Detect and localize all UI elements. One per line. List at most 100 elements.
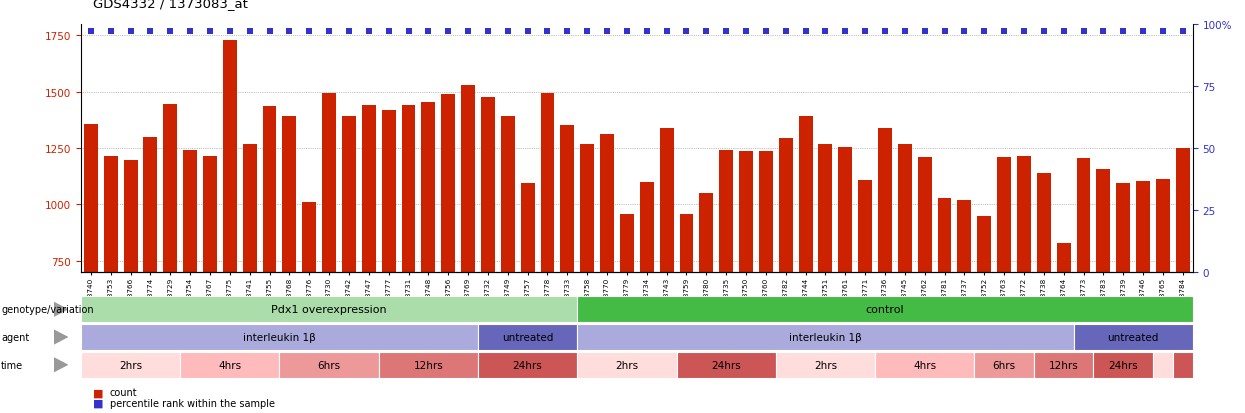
Point (756, 29, 776, 36)
Point (676, 29, 696, 36)
Point (696, 29, 716, 36)
Point (875, 29, 895, 36)
Point (1153, 29, 1173, 36)
Bar (1037, 173, 1051, 413)
Point (915, 29, 935, 36)
Point (101, 29, 121, 36)
Text: time: time (1, 360, 24, 370)
Point (598, 29, 618, 36)
Bar (660, 128, 674, 413)
Bar (243, 144, 256, 413)
Point (855, 29, 875, 36)
Point (1093, 29, 1113, 36)
Text: Pdx1 overexpression: Pdx1 overexpression (271, 304, 387, 315)
Text: 6hrs: 6hrs (317, 360, 341, 370)
Bar (500, 117, 514, 413)
Polygon shape (54, 330, 68, 345)
Bar (898, 144, 911, 413)
Bar (540, 93, 554, 413)
Point (835, 29, 855, 36)
Text: 4hrs: 4hrs (218, 360, 242, 370)
Bar (1057, 243, 1071, 413)
Text: 24hrs: 24hrs (513, 360, 543, 370)
Point (339, 29, 359, 36)
Point (935, 29, 955, 36)
Point (815, 29, 835, 36)
Point (518, 29, 538, 36)
Bar (441, 95, 456, 413)
Point (558, 29, 578, 36)
Point (458, 29, 478, 36)
Text: untreated: untreated (502, 332, 553, 342)
Text: 12hrs: 12hrs (1048, 360, 1078, 370)
Point (955, 29, 975, 36)
Bar (1137, 181, 1150, 413)
Bar (818, 144, 833, 413)
Bar (402, 106, 416, 413)
Point (200, 29, 220, 36)
Bar (779, 138, 793, 413)
Point (259, 29, 279, 36)
Bar (700, 194, 713, 413)
Bar (600, 135, 614, 413)
Text: 24hrs: 24hrs (1108, 360, 1138, 370)
Point (1073, 29, 1093, 36)
Point (1013, 29, 1033, 36)
Bar (263, 107, 276, 413)
Bar (382, 110, 396, 413)
Point (716, 29, 736, 36)
Bar (1077, 159, 1091, 413)
Bar (1155, 179, 1170, 413)
Text: 2hrs: 2hrs (615, 360, 639, 370)
Bar (957, 200, 971, 413)
Point (299, 29, 319, 36)
Bar (798, 117, 813, 413)
Text: count: count (110, 387, 137, 397)
Text: agent: agent (1, 332, 30, 342)
Point (995, 29, 1015, 36)
Point (895, 29, 915, 36)
Point (359, 29, 378, 36)
Bar (203, 157, 217, 413)
Bar (223, 40, 237, 413)
Bar (83, 125, 98, 413)
Point (1133, 29, 1153, 36)
Bar (362, 106, 376, 413)
Point (538, 29, 558, 36)
Point (438, 29, 458, 36)
Bar (481, 98, 494, 413)
Text: genotype/variation: genotype/variation (1, 304, 93, 315)
Polygon shape (54, 357, 68, 373)
Bar (720, 151, 733, 413)
Bar (759, 152, 773, 413)
Point (240, 29, 260, 36)
Text: ■: ■ (93, 387, 103, 397)
Point (736, 29, 756, 36)
Bar (461, 85, 476, 413)
Bar (520, 184, 534, 413)
Point (121, 29, 141, 36)
Bar (163, 105, 177, 413)
Text: 2hrs: 2hrs (814, 360, 837, 370)
Point (656, 29, 676, 36)
Bar (878, 128, 891, 413)
Text: 6hrs: 6hrs (992, 360, 1016, 370)
Polygon shape (54, 302, 68, 317)
Bar (937, 198, 951, 413)
Bar (143, 138, 157, 413)
Text: 12hrs: 12hrs (413, 360, 443, 370)
Bar (303, 203, 316, 413)
Bar (342, 117, 356, 413)
Bar (123, 161, 137, 413)
Text: interleukin 1β: interleukin 1β (789, 332, 862, 342)
Text: ■: ■ (93, 398, 103, 408)
Bar (680, 214, 693, 413)
Point (1053, 29, 1073, 36)
Point (81, 29, 101, 36)
Text: interleukin 1β: interleukin 1β (243, 332, 316, 342)
Point (578, 29, 598, 36)
Text: 4hrs: 4hrs (913, 360, 936, 370)
Bar (997, 158, 1011, 413)
Bar (1175, 149, 1190, 413)
Point (398, 29, 418, 36)
